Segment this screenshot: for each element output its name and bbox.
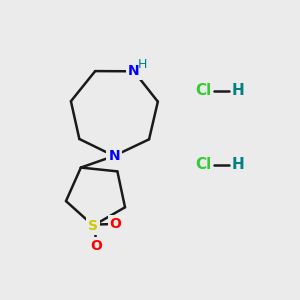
Text: N: N	[108, 149, 120, 163]
Text: O: O	[110, 217, 122, 231]
Text: Cl: Cl	[195, 83, 212, 98]
Text: Cl: Cl	[195, 158, 212, 172]
Text: H: H	[231, 83, 244, 98]
Text: S: S	[88, 219, 98, 232]
Text: N: N	[128, 64, 140, 78]
Text: H: H	[137, 58, 147, 71]
Text: O: O	[90, 239, 102, 253]
Text: H: H	[231, 158, 244, 172]
